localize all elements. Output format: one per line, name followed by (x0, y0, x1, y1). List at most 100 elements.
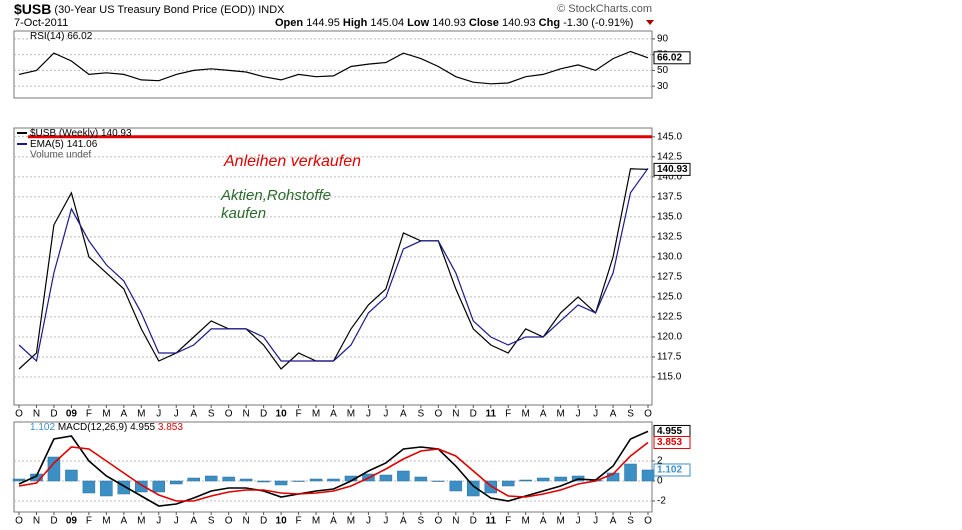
x-tick-label: 09 (66, 516, 78, 527)
x-tick-label: A (540, 409, 547, 420)
x-tick-label: F (86, 409, 92, 420)
x-tick-label: O (15, 409, 23, 420)
histogram-bar (292, 480, 305, 482)
x-tick-label: A (330, 409, 337, 420)
x-tick-label: N (243, 516, 250, 527)
legend-name: EMA(5) (30, 139, 64, 150)
x-tick-label: 09 (66, 409, 78, 420)
legend-value: 4.955 (130, 422, 155, 433)
x-tick-label: D (50, 409, 57, 420)
histogram-bar (641, 469, 655, 482)
x-tick-label: A (120, 516, 127, 527)
histogram-bar (47, 456, 61, 482)
histogram-bar (12, 478, 26, 482)
value-box (653, 162, 691, 176)
histogram-bar (170, 480, 183, 485)
x-tick-label: A (400, 409, 407, 420)
histogram-bar (519, 479, 532, 482)
y-tick-label: 132.5 (657, 232, 682, 243)
x-tick-label: N (452, 516, 459, 527)
series-line (18, 167, 649, 363)
x-tick-label: M (522, 409, 530, 420)
histogram-bar (82, 480, 96, 494)
x-tick-label: A (400, 516, 407, 527)
histogram-bar (135, 480, 148, 493)
panel-frame (13, 421, 653, 513)
x-tick-label: F (296, 409, 302, 420)
series-line (18, 430, 649, 507)
x-tick-label: S (208, 409, 215, 420)
x-tick-label: M (137, 516, 145, 527)
x-tick-label: 11 (485, 409, 496, 420)
annotation: kaufen (221, 205, 266, 222)
x-tick-label: M (522, 516, 530, 527)
x-tick-label: A (190, 409, 197, 420)
exchange: INDX (258, 4, 285, 16)
y-tick-label: 125.0 (657, 292, 682, 303)
quote-value: 145.04 (370, 17, 404, 29)
x-tick-label: J (174, 516, 179, 527)
x-tick-label: D (50, 516, 57, 527)
legend-name: $USB (Weekly) (30, 128, 98, 139)
down-arrow (646, 20, 654, 25)
x-tick-label: A (540, 516, 547, 527)
panel-frame (13, 127, 653, 406)
quote-label: Open (275, 17, 303, 29)
histogram-bar (30, 473, 43, 482)
x-tick-label: O (644, 516, 652, 527)
x-tick-label: J (174, 409, 179, 420)
value-box-label: 66.02 (657, 52, 682, 63)
y-tick-label: 0 (657, 476, 663, 487)
x-tick-label: J (366, 409, 371, 420)
value-box (653, 435, 691, 449)
x-tick-label: J (576, 516, 581, 527)
y-tick-label: 140.0 (657, 171, 682, 182)
quote-value: 140.93 (432, 17, 466, 29)
x-tick-label: S (418, 409, 425, 420)
histogram-bar (624, 463, 637, 482)
histogram-bar (152, 480, 166, 493)
x-tick-label: M (347, 516, 355, 527)
y-tick-label: 135.0 (657, 212, 682, 223)
x-tick-label: N (33, 516, 40, 527)
histogram-bar (257, 480, 270, 483)
x-tick-label: S (627, 516, 634, 527)
x-tick-label: S (418, 516, 425, 527)
x-tick-label: A (610, 409, 617, 420)
histogram-bar (397, 470, 410, 482)
histogram-bar (554, 476, 567, 482)
x-tick-label: O (644, 409, 652, 420)
x-tick-label: A (120, 409, 127, 420)
quote-label: Chg (539, 17, 560, 29)
y-tick-label: 2 (657, 456, 663, 467)
x-tick-label: 10 (276, 409, 288, 420)
title: (30-Year US Treasury Bond Price (EOD)) (54, 4, 255, 16)
x-tick-label: D (470, 516, 477, 527)
date: 7-Oct-2011 (14, 17, 68, 29)
quote-value: 140.93 (502, 17, 536, 29)
series-line (18, 441, 649, 502)
y-tick-label: 120.0 (657, 332, 682, 343)
legend-value: 66.02 (67, 31, 92, 42)
quote-label: Low (407, 17, 429, 29)
histogram-bar (222, 476, 235, 482)
y-tick-label: 30 (657, 81, 669, 92)
x-tick-label: M (312, 409, 320, 420)
x-tick-label: M (556, 516, 564, 527)
legend-note: Volume undef (30, 150, 91, 161)
panel-frame (13, 30, 653, 99)
histogram-bar (432, 480, 445, 482)
histogram-bar (449, 480, 463, 492)
x-tick-label: 10 (276, 516, 288, 527)
x-tick-label: O (225, 516, 233, 527)
y-tick-label: 137.5 (657, 191, 682, 202)
x-tick-label: N (243, 409, 250, 420)
legend: RSI(14) 66.02 (30, 31, 93, 42)
histogram-bar (100, 480, 113, 497)
x-tick-label: J (366, 516, 371, 527)
histogram-bar (536, 477, 550, 482)
x-tick-label: F (505, 516, 511, 527)
x-tick-label: D (260, 516, 267, 527)
x-tick-label: O (434, 516, 442, 527)
y-tick-label: 130.0 (657, 252, 682, 263)
